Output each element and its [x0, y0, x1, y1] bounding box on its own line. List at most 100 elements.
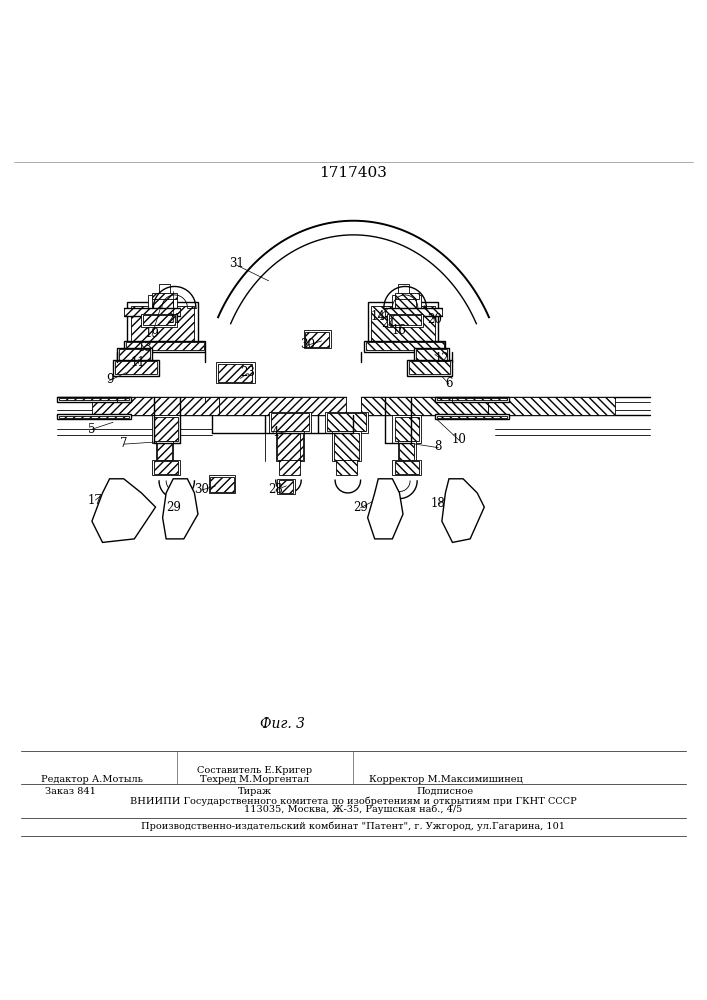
- Bar: [395, 293, 419, 299]
- Polygon shape: [92, 479, 156, 542]
- Bar: [127, 302, 198, 344]
- Bar: [399, 443, 414, 460]
- Bar: [152, 415, 180, 443]
- Bar: [488, 397, 615, 415]
- Bar: [389, 315, 421, 325]
- Bar: [325, 412, 368, 433]
- Text: Фиг. 3: Фиг. 3: [260, 717, 305, 731]
- Bar: [271, 413, 309, 431]
- Bar: [304, 330, 331, 348]
- Text: 6: 6: [445, 377, 452, 390]
- Bar: [156, 441, 173, 461]
- Polygon shape: [163, 479, 198, 539]
- Bar: [124, 341, 205, 352]
- Bar: [395, 461, 419, 474]
- Text: 4: 4: [272, 426, 279, 439]
- Bar: [119, 349, 150, 361]
- Polygon shape: [442, 479, 484, 542]
- Bar: [152, 296, 173, 308]
- Bar: [209, 475, 235, 493]
- Text: 20: 20: [427, 313, 443, 326]
- Bar: [141, 314, 177, 327]
- Text: 113035, Москва, Ж-35, Раушская наб., 4/5: 113035, Москва, Ж-35, Раушская наб., 4/5: [245, 805, 462, 814]
- Bar: [269, 412, 311, 433]
- Bar: [414, 348, 449, 362]
- Bar: [336, 460, 357, 475]
- Text: 1717403: 1717403: [320, 166, 387, 180]
- Bar: [437, 398, 507, 400]
- Bar: [334, 433, 359, 460]
- Text: Составитель Е.Кригер: Составитель Е.Кригер: [197, 766, 312, 775]
- Bar: [157, 443, 172, 460]
- Text: 28: 28: [269, 483, 283, 496]
- Bar: [113, 360, 159, 376]
- Text: Подписное: Подписное: [417, 787, 474, 796]
- Bar: [216, 362, 255, 383]
- Text: ВНИИПИ Государственного комитета по изобретениям и открытиям при ГКНТ СССР: ВНИИПИ Государственного комитета по изоб…: [130, 796, 577, 806]
- Bar: [395, 417, 419, 441]
- Bar: [279, 480, 293, 493]
- Text: Заказ 841: Заказ 841: [45, 787, 96, 796]
- Bar: [57, 414, 131, 419]
- Bar: [117, 348, 152, 362]
- Bar: [124, 308, 180, 316]
- Bar: [59, 398, 129, 400]
- Bar: [305, 332, 329, 347]
- Text: 30: 30: [194, 483, 209, 496]
- Bar: [398, 284, 409, 295]
- Text: 13: 13: [137, 341, 153, 354]
- Text: 8: 8: [435, 440, 442, 453]
- Text: 14: 14: [370, 310, 386, 323]
- Text: 11: 11: [131, 356, 145, 369]
- Bar: [364, 341, 445, 352]
- Bar: [435, 397, 509, 402]
- Text: Производственно-издательский комбинат "Патент", г. Ужгород, ул.Гагарина, 101: Производственно-издательский комбинат "П…: [141, 822, 566, 831]
- Bar: [219, 397, 346, 415]
- Text: 10: 10: [452, 433, 467, 446]
- Bar: [154, 461, 178, 474]
- Bar: [148, 295, 177, 309]
- Bar: [407, 360, 452, 376]
- Bar: [277, 479, 295, 494]
- Bar: [361, 397, 488, 415]
- Bar: [366, 342, 444, 350]
- Text: 29: 29: [165, 501, 181, 514]
- Bar: [279, 460, 300, 475]
- Text: Редактор А.Мотыль: Редактор А.Мотыль: [41, 775, 143, 784]
- Bar: [395, 296, 416, 308]
- Bar: [398, 441, 416, 461]
- Text: Техред М.Моргентал: Техред М.Моргентал: [200, 775, 309, 784]
- Bar: [437, 416, 507, 418]
- Bar: [385, 308, 442, 316]
- Text: 21: 21: [382, 317, 396, 330]
- Bar: [332, 431, 361, 461]
- Bar: [115, 361, 157, 374]
- Bar: [92, 397, 219, 415]
- Bar: [131, 306, 194, 341]
- Bar: [159, 284, 170, 295]
- Bar: [409, 361, 450, 374]
- Bar: [371, 306, 435, 341]
- Bar: [327, 413, 366, 431]
- Bar: [57, 397, 131, 402]
- Bar: [143, 315, 175, 325]
- Bar: [435, 414, 509, 419]
- Text: 19: 19: [144, 327, 160, 340]
- Bar: [152, 293, 177, 299]
- Text: 18: 18: [431, 497, 445, 510]
- Bar: [152, 460, 180, 475]
- Text: Корректор М.Максимишинец: Корректор М.Максимишинец: [368, 775, 522, 784]
- Bar: [392, 460, 421, 475]
- Bar: [368, 302, 438, 344]
- Bar: [210, 477, 234, 492]
- Bar: [59, 416, 129, 418]
- Bar: [126, 342, 204, 350]
- Bar: [387, 314, 423, 327]
- Text: Тираж: Тираж: [238, 787, 271, 796]
- Bar: [154, 417, 178, 441]
- Text: 9: 9: [106, 373, 113, 386]
- Bar: [392, 415, 421, 443]
- Bar: [277, 433, 303, 460]
- Text: 23: 23: [240, 366, 255, 379]
- Text: 7: 7: [120, 437, 127, 450]
